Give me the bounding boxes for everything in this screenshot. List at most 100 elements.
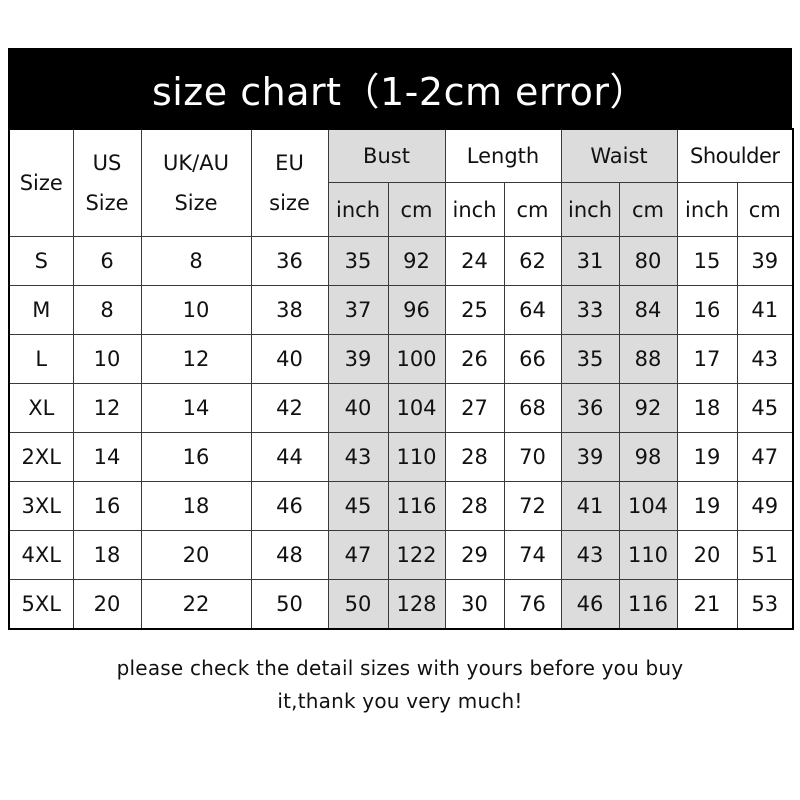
- table-cell: S: [8, 236, 74, 286]
- table-cell: 48: [250, 530, 329, 580]
- table-cell: 14: [72, 432, 142, 482]
- table-cell: 47: [327, 530, 389, 580]
- table-cell: 100: [387, 334, 446, 384]
- table-cell: 18: [140, 481, 252, 531]
- table-cell: 29: [444, 530, 505, 580]
- table-cell: 19: [676, 432, 738, 482]
- table-cell: 43: [736, 334, 794, 384]
- table-cell: 45: [327, 481, 389, 531]
- table-cell: 12: [140, 334, 252, 384]
- table-row: XL 12 14 42 40 104 27 68 36 92 18 45: [8, 383, 794, 433]
- table-row: 2XL 14 16 44 43 110 28 70 39 98 19 47: [8, 432, 794, 482]
- table-cell: 104: [618, 481, 678, 531]
- table-cell: 98: [618, 432, 678, 482]
- table-cell: 41: [736, 285, 794, 335]
- table-cell: 8: [140, 236, 252, 286]
- table-cell: 18: [72, 530, 142, 580]
- table-cell: M: [8, 285, 74, 335]
- table-cell: 88: [618, 334, 678, 384]
- table-cell: 5XL: [8, 579, 74, 630]
- table-cell: XL: [8, 383, 74, 433]
- table-cell: 37: [327, 285, 389, 335]
- table-cell: 2XL: [8, 432, 74, 482]
- table-cell: 43: [560, 530, 620, 580]
- table-cell: 40: [250, 334, 329, 384]
- table-cell: 50: [327, 579, 389, 630]
- table-cell: 16: [72, 481, 142, 531]
- table-cell: 36: [560, 383, 620, 433]
- table-cell: 39: [736, 236, 794, 286]
- table-cell: 36: [250, 236, 329, 286]
- table-cell: 47: [736, 432, 794, 482]
- table-cell: 110: [387, 432, 446, 482]
- table-cell: 6: [72, 236, 142, 286]
- table-cell: 16: [676, 285, 738, 335]
- table-cell: 4XL: [8, 530, 74, 580]
- header-shoulder: Shoulder: [676, 128, 794, 183]
- table-cell: 70: [503, 432, 562, 482]
- table-cell: 14: [140, 383, 252, 433]
- table-cell: 51: [736, 530, 794, 580]
- table-cell: 16: [140, 432, 252, 482]
- table-cell: 44: [250, 432, 329, 482]
- header-length: Length: [444, 128, 562, 183]
- table-cell: 110: [618, 530, 678, 580]
- table-cell: 21: [676, 579, 738, 630]
- table-cell: 10: [72, 334, 142, 384]
- unit-header-cm: cm: [387, 182, 446, 237]
- table-cell: 12: [72, 383, 142, 433]
- table-cell: 35: [560, 334, 620, 384]
- table-cell: 74: [503, 530, 562, 580]
- unit-header-inch: inch: [560, 182, 620, 237]
- table-cell: 27: [444, 383, 505, 433]
- table-cell: 76: [503, 579, 562, 630]
- table-cell: 80: [618, 236, 678, 286]
- header-us-size: US Size: [72, 128, 142, 237]
- table-cell: 30: [444, 579, 505, 630]
- table-row: S 6 8 36 35 92 24 62 31 80 15 39: [8, 236, 794, 286]
- size-table: Size US Size UK/AU Size EU size Bust Length…: [8, 128, 794, 630]
- table-cell: 15: [676, 236, 738, 286]
- unit-header-cm: cm: [618, 182, 678, 237]
- table-cell: 25: [444, 285, 505, 335]
- table-cell: 72: [503, 481, 562, 531]
- table-cell: 19: [676, 481, 738, 531]
- unit-header-inch: inch: [327, 182, 389, 237]
- unit-header-inch: inch: [676, 182, 738, 237]
- table-cell: 20: [72, 579, 142, 630]
- table-cell: 49: [736, 481, 794, 531]
- table-cell: 41: [560, 481, 620, 531]
- table-cell: 116: [387, 481, 446, 531]
- table-cell: 96: [387, 285, 446, 335]
- table-row: M 8 10 38 37 96 25 64 33 84 16 41: [8, 285, 794, 335]
- header-size: Size: [8, 128, 74, 237]
- table-cell: 84: [618, 285, 678, 335]
- table-cell: 20: [676, 530, 738, 580]
- table-row: 5XL 20 22 50 50 128 30 76 46 116 21 53: [8, 579, 794, 630]
- footer-line: it,thank you very much!: [277, 689, 523, 713]
- table-cell: 31: [560, 236, 620, 286]
- table-row: 4XL 18 20 48 47 122 29 74 43 110 20 51: [8, 530, 794, 580]
- table-cell: 8: [72, 285, 142, 335]
- table-cell: 53: [736, 579, 794, 630]
- header-bust: Bust: [327, 128, 446, 183]
- table-cell: 3XL: [8, 481, 74, 531]
- table-row: 3XL 16 18 46 45 116 28 72 41 104 19 49: [8, 481, 794, 531]
- table-cell: 39: [560, 432, 620, 482]
- table-cell: 122: [387, 530, 446, 580]
- table-cell: 92: [387, 236, 446, 286]
- table-cell: 26: [444, 334, 505, 384]
- table-cell: 92: [618, 383, 678, 433]
- table-cell: 64: [503, 285, 562, 335]
- table-row: L 10 12 40 39 100 26 66 35 88 17 43: [8, 334, 794, 384]
- table-cell: 18: [676, 383, 738, 433]
- table-cell: 35: [327, 236, 389, 286]
- table-cell: 128: [387, 579, 446, 630]
- header-ukau-size: UK/AU Size: [140, 128, 252, 237]
- table-cell: 46: [560, 579, 620, 630]
- table-cell: 38: [250, 285, 329, 335]
- footer-line: please check the detail sizes with yours…: [116, 656, 684, 680]
- table-cell: 45: [736, 383, 794, 433]
- table-cell: 17: [676, 334, 738, 384]
- unit-header-cm: cm: [736, 182, 794, 237]
